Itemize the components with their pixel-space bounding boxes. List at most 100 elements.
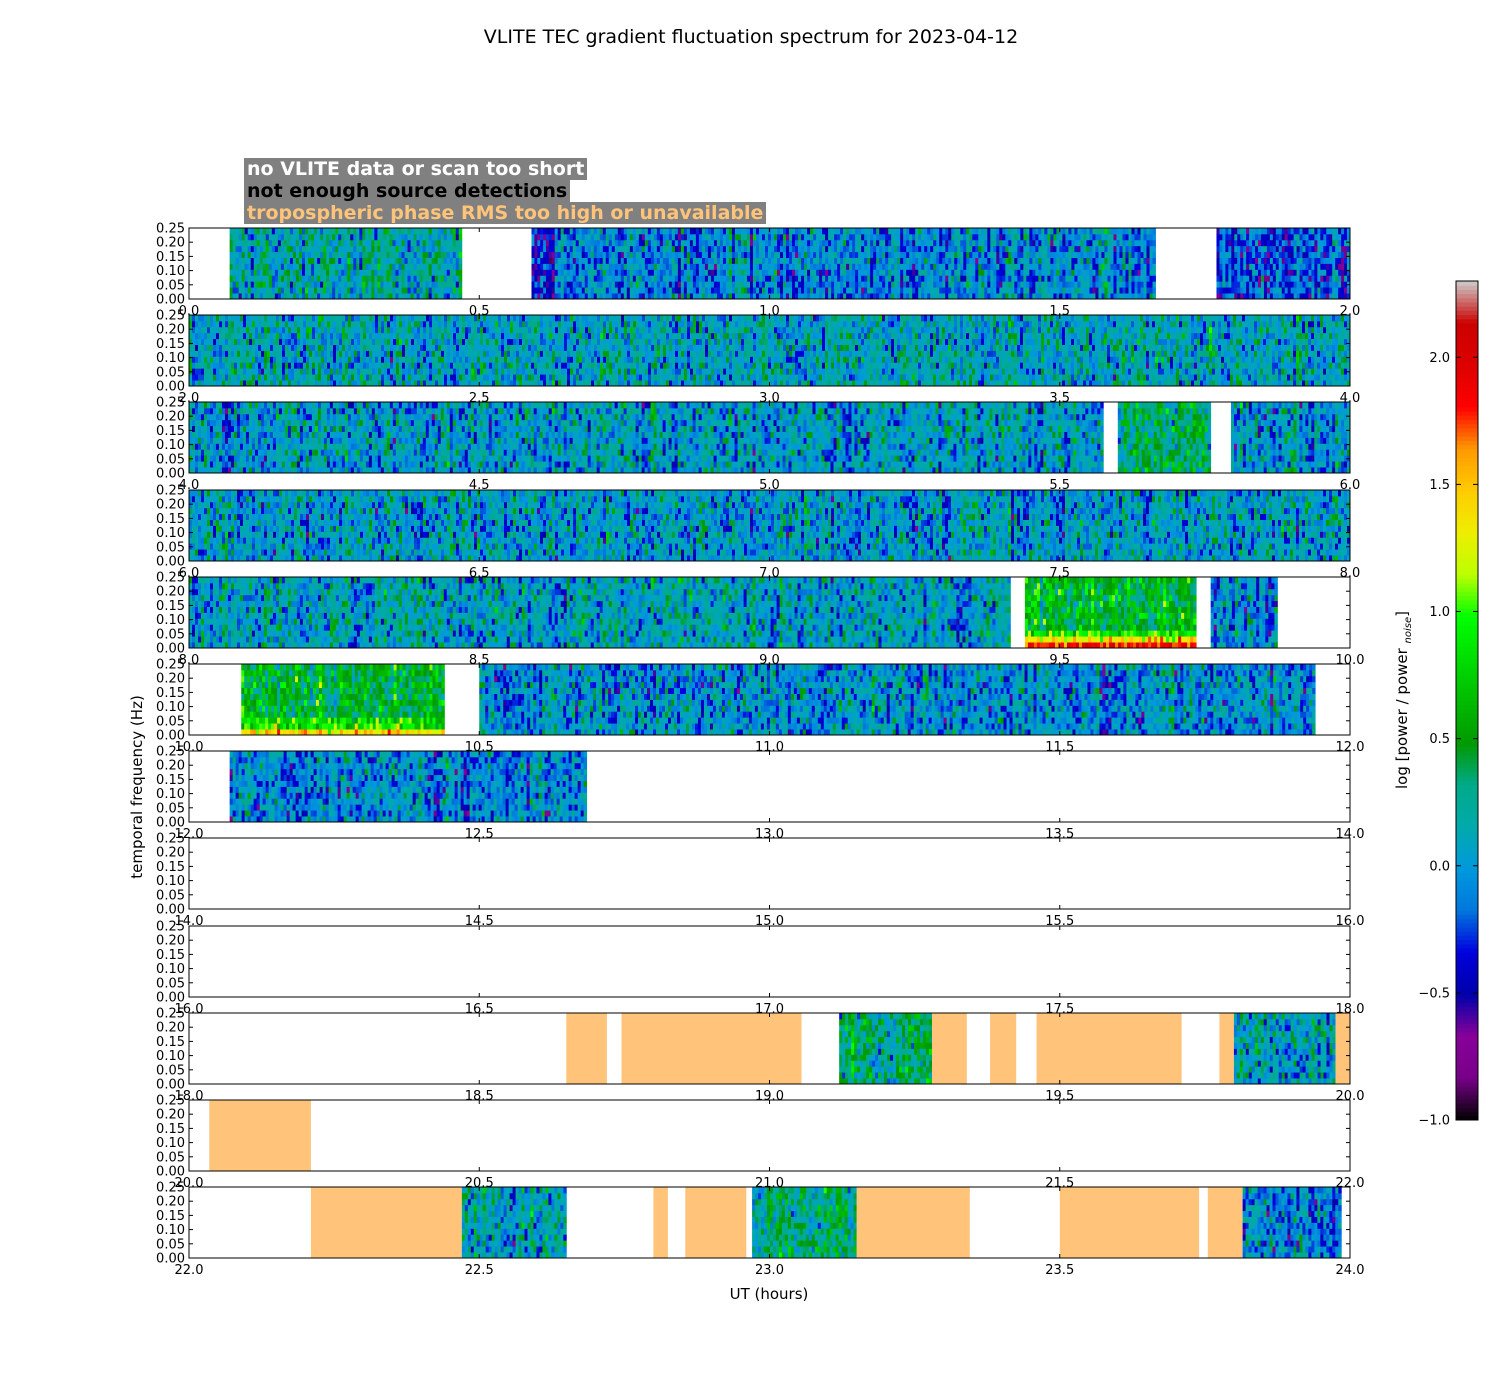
y-tick-label: 0.15 bbox=[156, 686, 185, 701]
panels: 0.000.050.100.150.200.250.0 0.5 1.0 1.5 2.00… bbox=[156, 222, 1364, 1279]
spectrum-segment bbox=[241, 664, 445, 735]
y-tick-label: 0.05 bbox=[156, 627, 185, 642]
y-tick-label: 0.10 bbox=[156, 874, 185, 889]
chart-title: VLITE TEC gradient fluctuation spectrum … bbox=[484, 26, 1018, 48]
panel-row: 0.000.050.100.150.200.258.0 8.5 9.0 9.5 10.0 bbox=[156, 571, 1364, 669]
y-tick-label: 0.10 bbox=[156, 700, 185, 715]
spectrum-segment bbox=[189, 490, 1350, 561]
x-tick-label: 23.0 bbox=[755, 1263, 784, 1278]
y-tick-label: 0.25 bbox=[156, 920, 185, 935]
y-tick-label: 0.15 bbox=[156, 512, 185, 527]
y-tick-label: 0.15 bbox=[156, 250, 185, 265]
x-tick-label: 23.5 bbox=[1045, 1263, 1074, 1278]
spectrum-segment bbox=[189, 315, 1350, 386]
spectrum-segment bbox=[532, 228, 556, 299]
panel-row: 0.000.050.100.150.200.254.0 4.5 5.0 5.5 6.0 bbox=[156, 396, 1360, 494]
y-tick-label: 0.20 bbox=[156, 236, 185, 251]
tropo-flag-block bbox=[932, 1013, 967, 1084]
tropo-flag-block bbox=[1037, 1013, 1182, 1084]
y-tick-label: 0.20 bbox=[156, 323, 185, 338]
panel-frame bbox=[189, 926, 1350, 997]
colorbar-tick-label: 2.0 bbox=[1429, 351, 1450, 366]
y-tick-label: 0.20 bbox=[156, 1195, 185, 1210]
y-tick-label: 0.15 bbox=[156, 424, 185, 439]
y-tick-label: 0.20 bbox=[156, 1021, 185, 1036]
flag-legend-item: tropospheric phase RMS too high or unava… bbox=[244, 202, 766, 224]
tropo-flag-block bbox=[1060, 1187, 1199, 1258]
y-tick-label: 0.15 bbox=[156, 337, 185, 352]
y-tick-label: 0.05 bbox=[156, 540, 185, 555]
spectrum-segment bbox=[1234, 1013, 1336, 1084]
y-tick-label: 0.25 bbox=[156, 745, 185, 760]
y-tick-label: 0.25 bbox=[156, 484, 185, 499]
x-tick-label: 22.0 bbox=[175, 1263, 204, 1278]
spectrum-segment bbox=[555, 228, 1156, 299]
y-tick-label: 0.10 bbox=[156, 613, 185, 628]
panel-frame bbox=[189, 1100, 1350, 1171]
y-tick-label: 0.25 bbox=[156, 309, 185, 324]
y-tick-label: 0.15 bbox=[156, 1122, 185, 1137]
tropo-flag-block bbox=[1208, 1187, 1243, 1258]
y-tick-label: 0.20 bbox=[156, 585, 185, 600]
flag-legend-item: no VLITE data or scan too short bbox=[244, 158, 587, 180]
y-tick-label: 0.25 bbox=[156, 1094, 185, 1109]
colorbar-tick-label: 0.0 bbox=[1429, 859, 1450, 874]
y-tick-label: 0.05 bbox=[156, 1150, 185, 1165]
y-tick-label: 0.25 bbox=[156, 832, 185, 847]
y-tick-label: 0.15 bbox=[156, 1035, 185, 1050]
y-tick-label: 0.10 bbox=[156, 438, 185, 453]
colorbar-tick-label: 1.0 bbox=[1429, 605, 1450, 620]
panel-frame bbox=[189, 838, 1350, 909]
y-tick-label: 0.10 bbox=[156, 351, 185, 366]
spectrum-segment bbox=[1231, 402, 1350, 473]
tropo-flag-block bbox=[1336, 1013, 1351, 1084]
y-tick-label: 0.20 bbox=[156, 759, 185, 774]
spectrum-segment bbox=[462, 1187, 567, 1258]
spectrum-segment bbox=[189, 402, 1104, 473]
colorbar-tick-label: 1.5 bbox=[1429, 478, 1450, 493]
y-tick-label: 0.05 bbox=[156, 976, 185, 991]
spectrum-segment bbox=[189, 577, 1011, 648]
y-tick-label: 0.05 bbox=[156, 452, 185, 467]
y-tick-label: 0.10 bbox=[156, 264, 185, 279]
y-tick-label: 0.25 bbox=[156, 1181, 185, 1196]
y-tick-label: 0.20 bbox=[156, 498, 185, 513]
y-tick-label: 0.05 bbox=[156, 888, 185, 903]
spectrum-segment bbox=[752, 1187, 857, 1258]
y-tick-label: 0.20 bbox=[156, 846, 185, 861]
spectrum-segment bbox=[479, 664, 1315, 735]
spectrum-segment bbox=[230, 228, 463, 299]
y-tick-label: 0.10 bbox=[156, 787, 185, 802]
y-tick-label: 0.25 bbox=[156, 571, 185, 586]
y-tick-label: 0.10 bbox=[156, 1223, 185, 1238]
tropo-flag-block bbox=[653, 1187, 668, 1258]
spectrum-segment bbox=[1025, 577, 1197, 648]
colorbar-tick-label: −0.5 bbox=[1418, 986, 1450, 1001]
y-tick-label: 0.10 bbox=[156, 962, 185, 977]
spectrum-segment bbox=[1211, 577, 1278, 648]
tropo-flag-block bbox=[857, 1187, 970, 1258]
y-tick-label: 0.15 bbox=[156, 948, 185, 963]
tropo-flag-block bbox=[1219, 1013, 1234, 1084]
y-tick-label: 0.25 bbox=[156, 222, 185, 237]
tropo-flag-block bbox=[685, 1187, 746, 1258]
y-tick-label: 0.15 bbox=[156, 860, 185, 875]
colorbar-tick-label: −1.0 bbox=[1418, 1114, 1450, 1129]
y-tick-label: 0.20 bbox=[156, 410, 185, 425]
panel-row: 0.000.050.100.150.200.250.0 0.5 1.0 1.5 2.0 bbox=[156, 222, 1360, 320]
spectrum-segment bbox=[1118, 402, 1211, 473]
y-axis-label: temporal frequency (Hz) bbox=[128, 695, 146, 879]
tropo-flag-block bbox=[209, 1100, 311, 1171]
y-tick-label: 0.10 bbox=[156, 1049, 185, 1064]
tropo-flag-block bbox=[311, 1187, 462, 1258]
y-tick-label: 0.25 bbox=[156, 658, 185, 673]
y-tick-label: 0.05 bbox=[156, 278, 185, 293]
tropo-flag-block bbox=[566, 1013, 607, 1084]
